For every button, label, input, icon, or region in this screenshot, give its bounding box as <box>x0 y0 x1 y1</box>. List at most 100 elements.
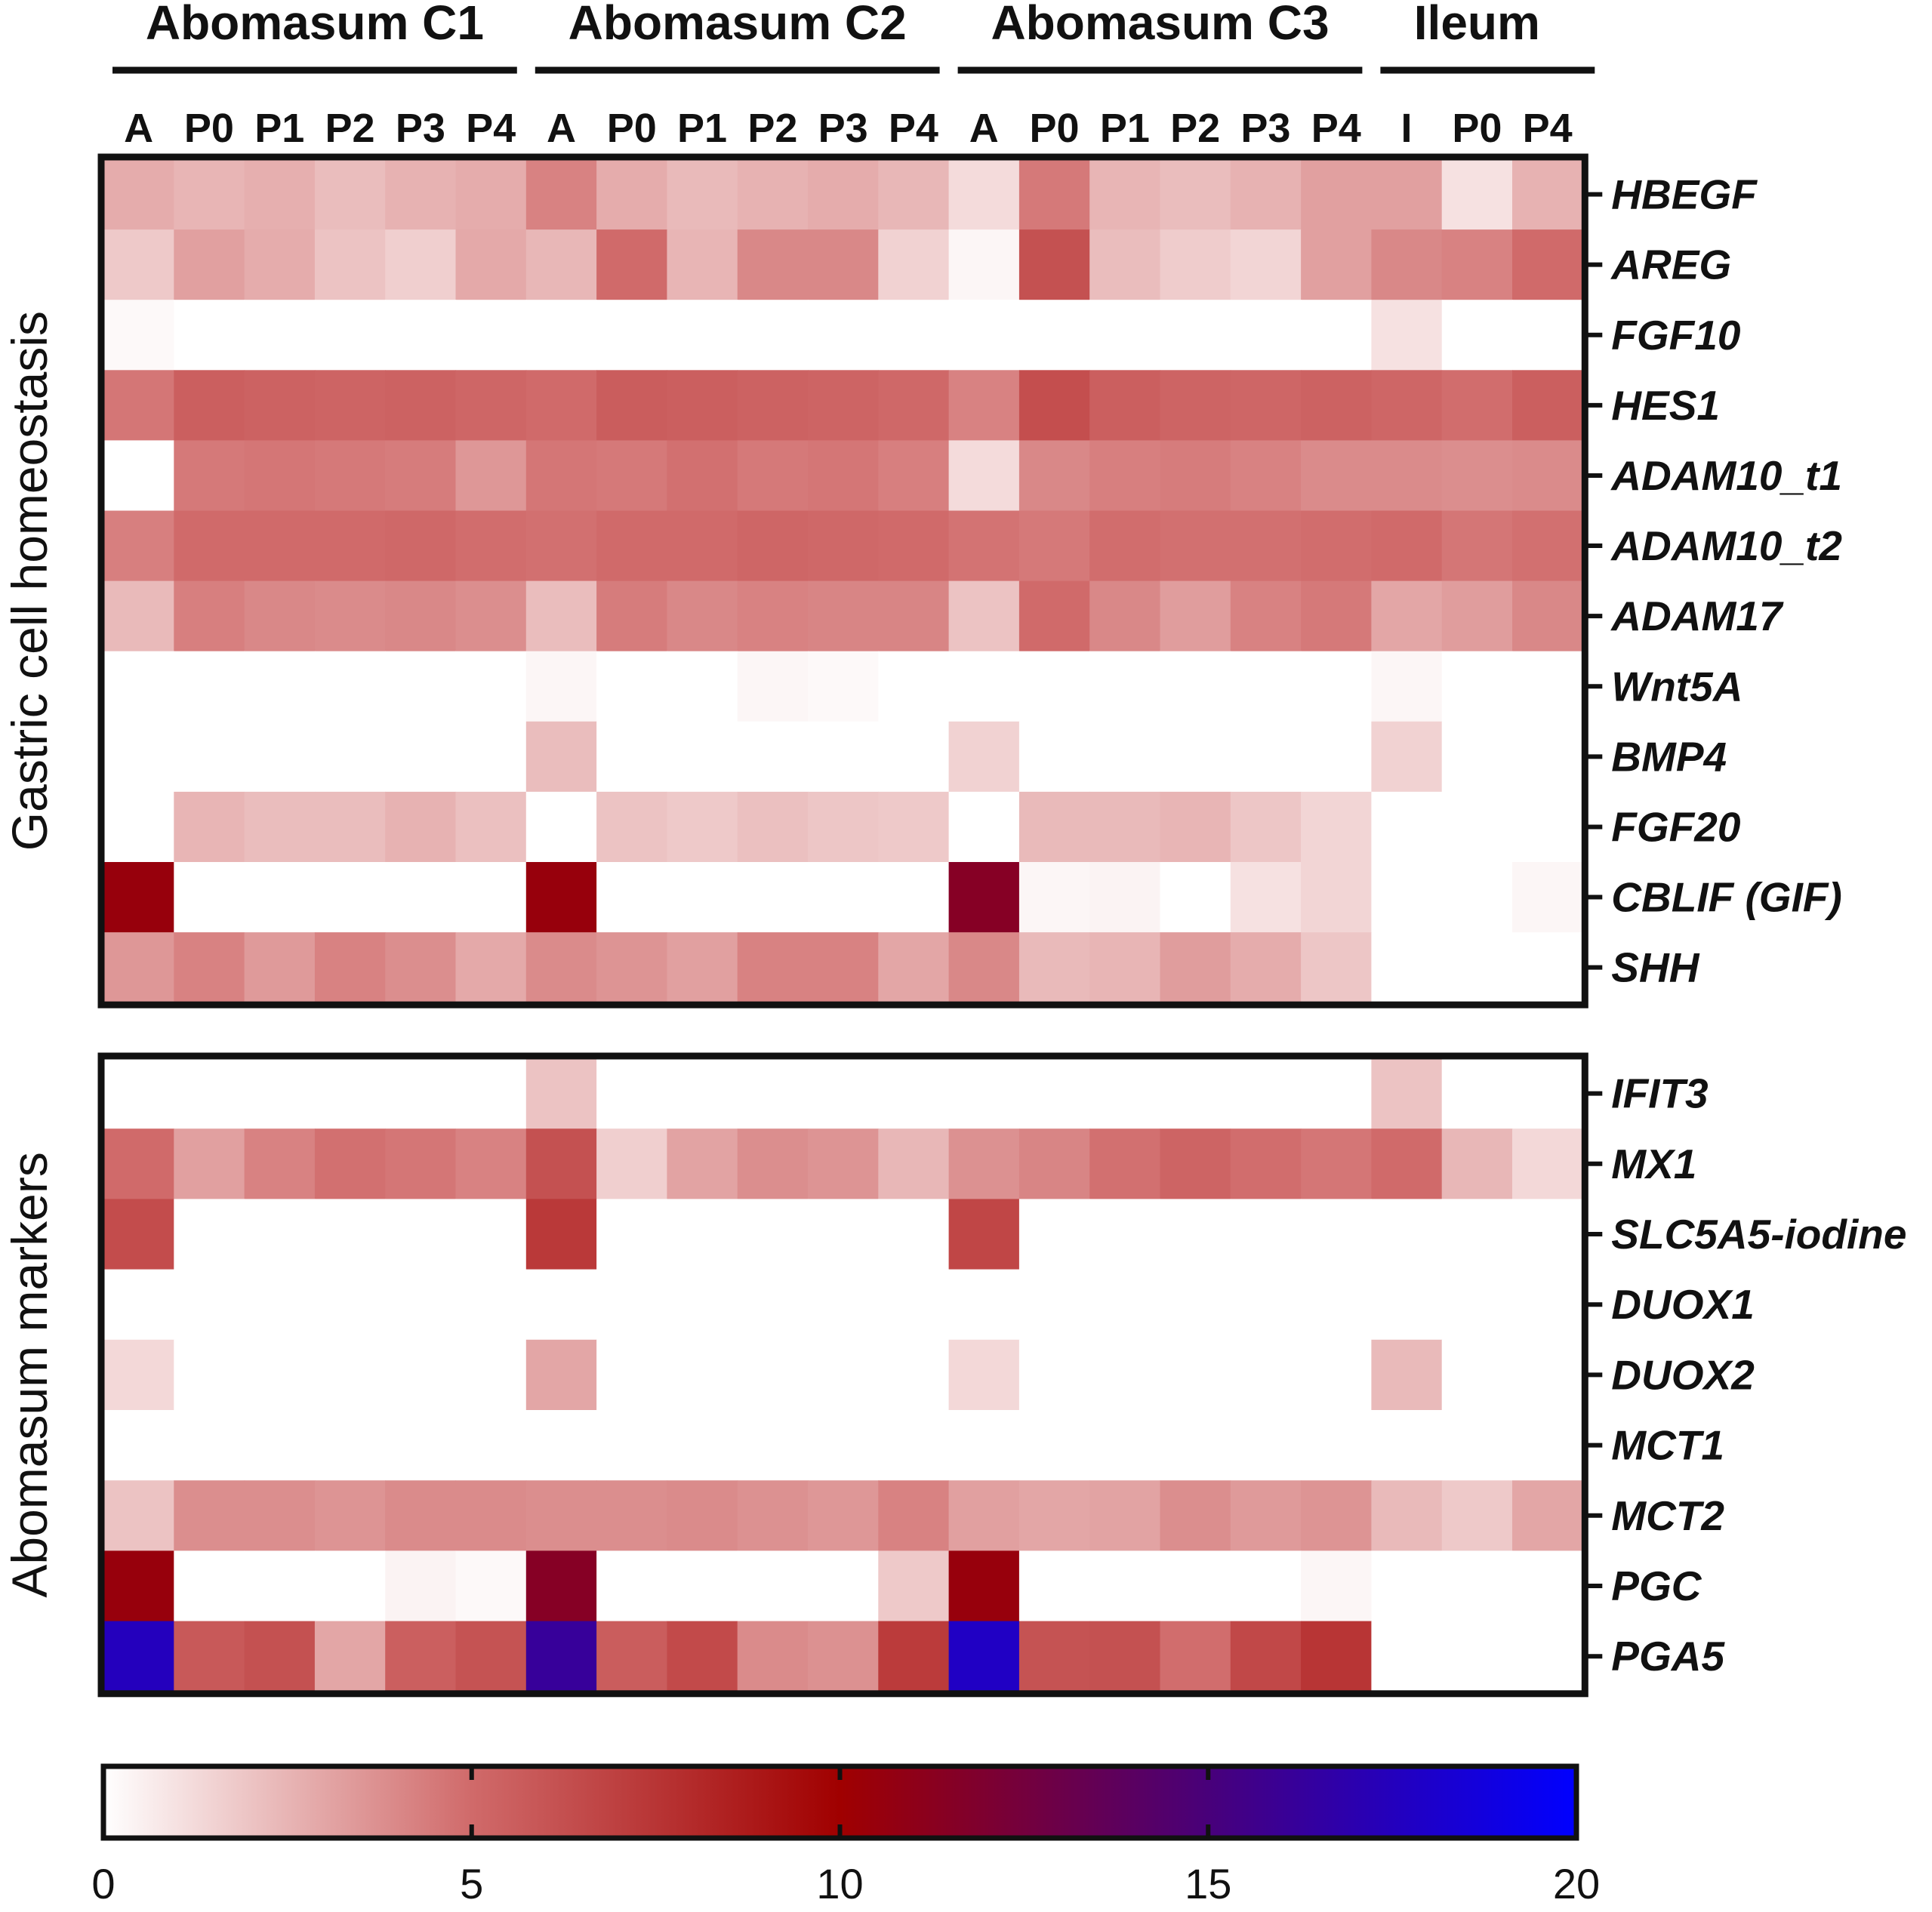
heatmap-cell <box>455 1410 527 1481</box>
heatmap-cell <box>1441 932 1513 1003</box>
gene-label: FGF20 <box>1611 803 1741 850</box>
heatmap-cell <box>878 1058 950 1129</box>
heatmap-cell <box>1230 791 1302 863</box>
heatmap-cell <box>1018 229 1090 300</box>
heatmap-cell <box>174 370 245 441</box>
heatmap-cell <box>948 932 1020 1003</box>
column-label: P1 <box>254 106 304 151</box>
heatmap-cell <box>596 721 667 793</box>
heatmap-cell <box>1512 580 1583 652</box>
heatmap-cell <box>1089 651 1161 722</box>
heatmap-cell <box>1371 1269 1443 1341</box>
heatmap-cell <box>1089 300 1161 371</box>
heatmap-cell <box>667 791 738 863</box>
heatmap-cell <box>103 791 174 863</box>
heatmap-cell <box>1512 300 1583 371</box>
heatmap-cell <box>314 791 386 863</box>
heatmap-cell <box>1230 1410 1302 1481</box>
heatmap-cell <box>455 932 527 1003</box>
heatmap-cell <box>737 651 809 722</box>
heatmap-cell <box>1371 791 1443 863</box>
heatmap-cell <box>1301 159 1372 230</box>
heatmap-cell <box>1441 1269 1513 1341</box>
heatmap-cell <box>667 300 738 371</box>
heatmap-cell <box>385 862 457 933</box>
heatmap-cell <box>1230 159 1302 230</box>
heatmap-cell <box>174 1269 245 1341</box>
heatmap-cell <box>737 580 809 652</box>
heatmap-cell <box>596 229 667 300</box>
heatmap-cell <box>1160 1128 1231 1199</box>
heatmap-cell <box>1230 510 1302 582</box>
heatmap-cell <box>737 862 809 933</box>
heatmap-cell <box>103 1621 174 1692</box>
heatmap-cell <box>1512 1339 1583 1411</box>
heatmap-cell <box>455 791 527 863</box>
heatmap-cell <box>1230 1480 1302 1551</box>
heatmap-cell <box>1512 229 1583 300</box>
heatmap-cell <box>948 1339 1020 1411</box>
heatmap-cell <box>948 370 1020 441</box>
heatmap-cell <box>1512 510 1583 582</box>
heatmap-cell <box>1371 159 1443 230</box>
heatmap-cell <box>174 1621 245 1692</box>
heatmap-cell <box>596 1058 667 1129</box>
heatmap-cell <box>808 1621 879 1692</box>
column-label: P0 <box>1452 106 1502 151</box>
heatmap-cell <box>103 862 174 933</box>
heatmap-cell <box>1512 791 1583 863</box>
heatmap-cell <box>1160 1058 1231 1129</box>
heatmap-cell <box>1018 1410 1090 1481</box>
heatmap-cell <box>1160 1480 1231 1551</box>
heatmap-cell <box>1512 159 1583 230</box>
heatmap-cell <box>455 440 527 512</box>
heatmap-cell <box>878 370 950 441</box>
heatmap-cell <box>1230 1269 1302 1341</box>
heatmap-cell <box>737 229 809 300</box>
column-label: P1 <box>677 106 727 151</box>
heatmap-cell <box>1018 791 1090 863</box>
heatmap-cell <box>1301 580 1372 652</box>
heatmap-cell <box>1441 1621 1513 1692</box>
heatmap-cell <box>667 1621 738 1692</box>
heatmap-cell <box>525 1269 597 1341</box>
column-label: P3 <box>1240 106 1290 151</box>
heatmap-cell <box>385 1128 457 1199</box>
heatmap-cell <box>948 1621 1020 1692</box>
column-label: A <box>124 106 153 151</box>
heatmap-cell <box>103 1199 174 1270</box>
heatmap-cell <box>1018 1269 1090 1341</box>
heatmap-cell <box>1018 1480 1090 1551</box>
heatmap-cell <box>808 1339 879 1411</box>
heatmap-cell <box>244 932 316 1003</box>
heatmap-cell <box>1018 159 1090 230</box>
heatmap-cell <box>314 1199 386 1270</box>
heatmap-cell <box>1512 1621 1583 1692</box>
heatmap-cell <box>1089 791 1161 863</box>
heatmap-cell <box>1160 510 1231 582</box>
heatmap-cell <box>244 1128 316 1199</box>
heatmap-cell <box>1301 510 1372 582</box>
heatmap-cell <box>878 300 950 371</box>
heatmap-cell <box>103 1269 174 1341</box>
heatmap-cell <box>244 370 316 441</box>
heatmap-cell <box>1301 932 1372 1003</box>
heatmap-cell <box>174 510 245 582</box>
panel-title: Gastric cell homeostasis <box>2 311 57 851</box>
heatmap-cell <box>385 1480 457 1551</box>
heatmap-cell <box>1230 1550 1302 1622</box>
heatmap-cell <box>1441 1339 1513 1411</box>
heatmap-cell <box>525 651 597 722</box>
gene-label: MCT1 <box>1611 1422 1724 1469</box>
heatmap-cell <box>1230 1199 1302 1270</box>
heatmap-cell <box>525 1410 597 1481</box>
heatmap-cell <box>1441 721 1513 793</box>
heatmap-cell <box>1018 721 1090 793</box>
heatmap-cell <box>878 1480 950 1551</box>
heatmap-cell <box>878 1550 950 1622</box>
heatmap-cell <box>1230 721 1302 793</box>
heatmap-cell <box>948 510 1020 582</box>
heatmap-cell <box>1089 1410 1161 1481</box>
heatmap-cell <box>1371 229 1443 300</box>
heatmap-cell <box>878 1199 950 1270</box>
